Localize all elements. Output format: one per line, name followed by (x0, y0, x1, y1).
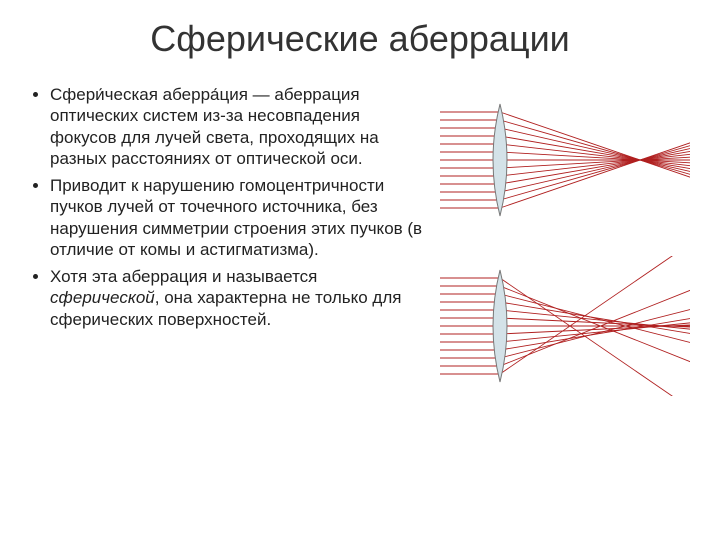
lens-diagram-perfect (440, 90, 690, 230)
diagram-column (440, 84, 690, 396)
slide-title: Сферические аберрации (30, 18, 690, 60)
bullet-list: Сфери́ческая аберра́ция — аберрация опти… (30, 84, 430, 330)
bullet-item: Приводит к нарушению гомоцентричности пу… (50, 175, 430, 260)
bullet-item: Хотя эта аберрация и называется сферичес… (50, 266, 430, 330)
text-column: Сфери́ческая аберра́ция — аберрация опти… (30, 84, 440, 396)
content-row: Сфери́ческая аберра́ция — аберрация опти… (30, 84, 690, 396)
lens-diagram-aberration (440, 256, 690, 396)
bullet-item: Сфери́ческая аберра́ция — аберрация опти… (50, 84, 430, 169)
